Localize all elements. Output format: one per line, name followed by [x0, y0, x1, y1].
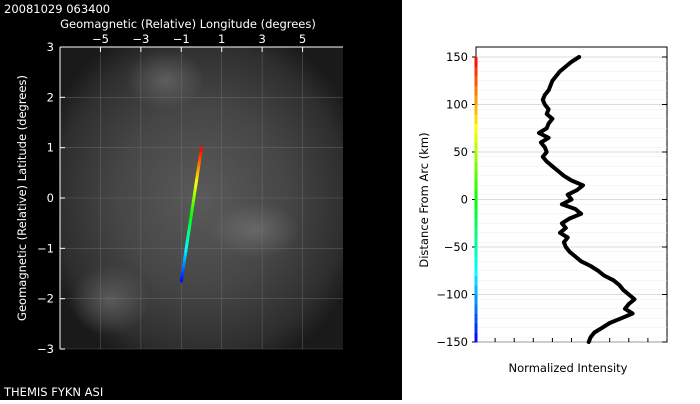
sky-cloud-glow	[125, 50, 205, 110]
latitude-tick-label: 2	[47, 90, 54, 104]
color-bar-segment	[474, 180, 478, 191]
color-bar-segment	[474, 304, 478, 314]
longitude-tick-label: −5	[92, 32, 109, 46]
color-bar-segment	[474, 209, 478, 219]
color-bar-segment	[474, 104, 478, 115]
sky-cloud-glow	[70, 265, 150, 335]
color-bar-segment	[474, 95, 478, 105]
color-bar-segment	[474, 171, 478, 181]
color-bar-segment	[474, 142, 478, 153]
intensity-profile-svg: −150 −100 −50 0 50 100 150 Normalized Intensit…	[417, 46, 668, 375]
latitude-tick-label: −3	[37, 342, 54, 356]
color-bar-segment	[474, 133, 478, 143]
color-bar-segment	[474, 152, 478, 162]
color-bar-segment	[474, 294, 478, 305]
color-bar-segment	[474, 190, 478, 200]
longitude-tick-label: 1	[218, 32, 225, 46]
longitude-tick-label: 3	[258, 32, 265, 46]
intensity-profile-panel: −150 −100 −50 0 50 100 150 Normalized Intensit…	[402, 0, 700, 400]
color-bar-segment	[474, 85, 478, 96]
longitude-tick-label: 5	[299, 32, 306, 46]
color-bar-segment	[474, 323, 478, 333]
longitude-tick-label: −3	[132, 32, 149, 46]
arc-segment	[199, 146, 203, 153]
color-bar-segment	[474, 218, 478, 229]
distance-tick-label: −50	[444, 240, 468, 254]
latitude-tick-label: 1	[47, 141, 54, 155]
latitude-axis-title: Geomagnetic (Relative) Latitude (degrees…	[15, 75, 29, 321]
color-bar-segment	[474, 237, 478, 248]
color-bar-segment	[474, 161, 478, 172]
latitude-tick-label: 3	[47, 40, 54, 54]
color-bar-segment	[474, 57, 478, 67]
all-sky-image-panel: −5 −3 −1 1 3 5 −3 −2 −1 0 1 2 3 Geomagnetic (Relativ…	[0, 0, 402, 400]
color-bar-segment	[474, 247, 478, 257]
longitude-tick-label: −1	[173, 32, 190, 46]
color-bar-segment	[474, 114, 478, 124]
color-bar-segment	[474, 76, 478, 86]
color-bar-segment	[474, 123, 478, 134]
color-bar-segment	[474, 313, 478, 324]
distance-tick-label: −150	[436, 335, 468, 349]
all-sky-image-svg: −5 −3 −1 1 3 5 −3 −2 −1 0 1 2 3 Geomagnetic (Relativ…	[3, 2, 343, 399]
sky-cloud-glow	[210, 202, 300, 258]
color-bar-segment	[474, 66, 478, 77]
color-bar-segment	[474, 332, 478, 343]
station-label: THEMIS FYKN ASI	[3, 385, 103, 399]
timestamp-label: 20081029 063400	[4, 2, 110, 16]
latitude-tick-label: −1	[37, 241, 54, 255]
color-bar-segment	[474, 275, 478, 286]
distance-tick-label: −100	[436, 288, 468, 302]
distance-tick-label: 100	[446, 98, 468, 112]
intensity-profile-line	[537, 55, 637, 344]
distance-tick-label: 0	[461, 193, 468, 207]
latitude-tick-label: 0	[47, 191, 54, 205]
distance-tick-label: 150	[446, 50, 468, 64]
distance-tick-label: 50	[453, 145, 468, 159]
color-bar-segment	[474, 256, 478, 267]
latitude-tick-label: −2	[37, 292, 54, 306]
color-bar-segment	[474, 266, 478, 276]
color-bar-segment	[474, 228, 478, 238]
distance-axis-title: Distance From Arc (km)	[417, 132, 431, 267]
color-bar-segment	[474, 199, 478, 210]
intensity-axis-title: Normalized Intensity	[509, 361, 628, 375]
color-bar-segment	[474, 285, 478, 295]
longitude-axis-title: Geomagnetic (Relative) Longitude (degree…	[60, 17, 316, 31]
